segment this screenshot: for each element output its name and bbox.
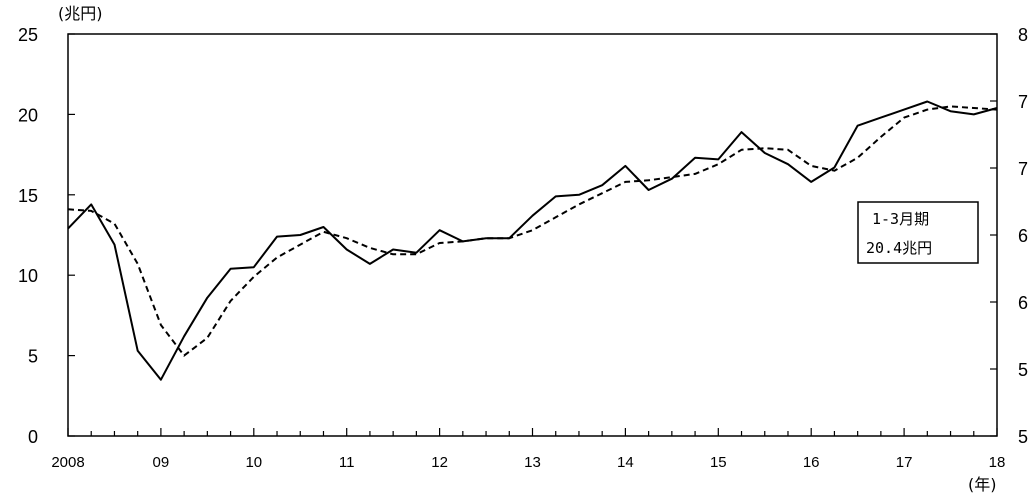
annotation-frame (857, 201, 979, 264)
annotation-line-2: 20.4兆円 (866, 239, 932, 257)
x-tick-label: 11 (339, 454, 355, 471)
right-tick-label: 5 (1018, 360, 1028, 380)
left-tick-label: 5 (28, 347, 38, 367)
x-tick-label: 13 (524, 454, 541, 471)
solid-series-line (67, 100, 998, 381)
y-axis-unit-label: (兆円) (58, 4, 103, 23)
right-tick-label: 5 (1018, 427, 1028, 447)
left-tick-label: 0 (28, 427, 38, 447)
x-tick-label: 18 (989, 454, 1006, 471)
x-tick-label: 2008 (51, 454, 84, 471)
dashed-series-line (67, 105, 998, 357)
x-tick-label: 10 (245, 454, 262, 471)
right-tick-label: 7 (1018, 92, 1028, 112)
left-axis: 0 5 10 15 20 25 (18, 25, 75, 447)
right-tick-label: 6 (1018, 293, 1028, 313)
x-axis-unit-label: (年) (968, 475, 997, 494)
left-tick-label: 10 (18, 266, 38, 286)
left-tick-label: 20 (18, 105, 38, 125)
left-tick-label: 25 (18, 25, 38, 45)
right-axis: 5 5 6 6 7 7 8 (990, 25, 1028, 447)
x-tick-label: 12 (431, 454, 448, 471)
right-tick-label: 8 (1018, 25, 1028, 45)
x-tick-label: 17 (896, 454, 913, 471)
annotation-line-1: 1-3月期 (872, 210, 929, 228)
right-tick-label: 7 (1018, 159, 1028, 179)
annotation-box: 1-3月期 20.4兆円 (857, 201, 979, 264)
x-tick-label: 14 (617, 454, 634, 471)
x-tick-label: 09 (153, 454, 170, 471)
x-tick-label: 16 (803, 454, 820, 471)
series-group (67, 100, 998, 381)
right-tick-label: 6 (1018, 226, 1028, 246)
x-axis: 2008 09 10 11 12 13 14 15 16 17 18 (51, 428, 1005, 471)
x-tick-label: 15 (710, 454, 727, 471)
left-tick-label: 15 (18, 186, 38, 206)
